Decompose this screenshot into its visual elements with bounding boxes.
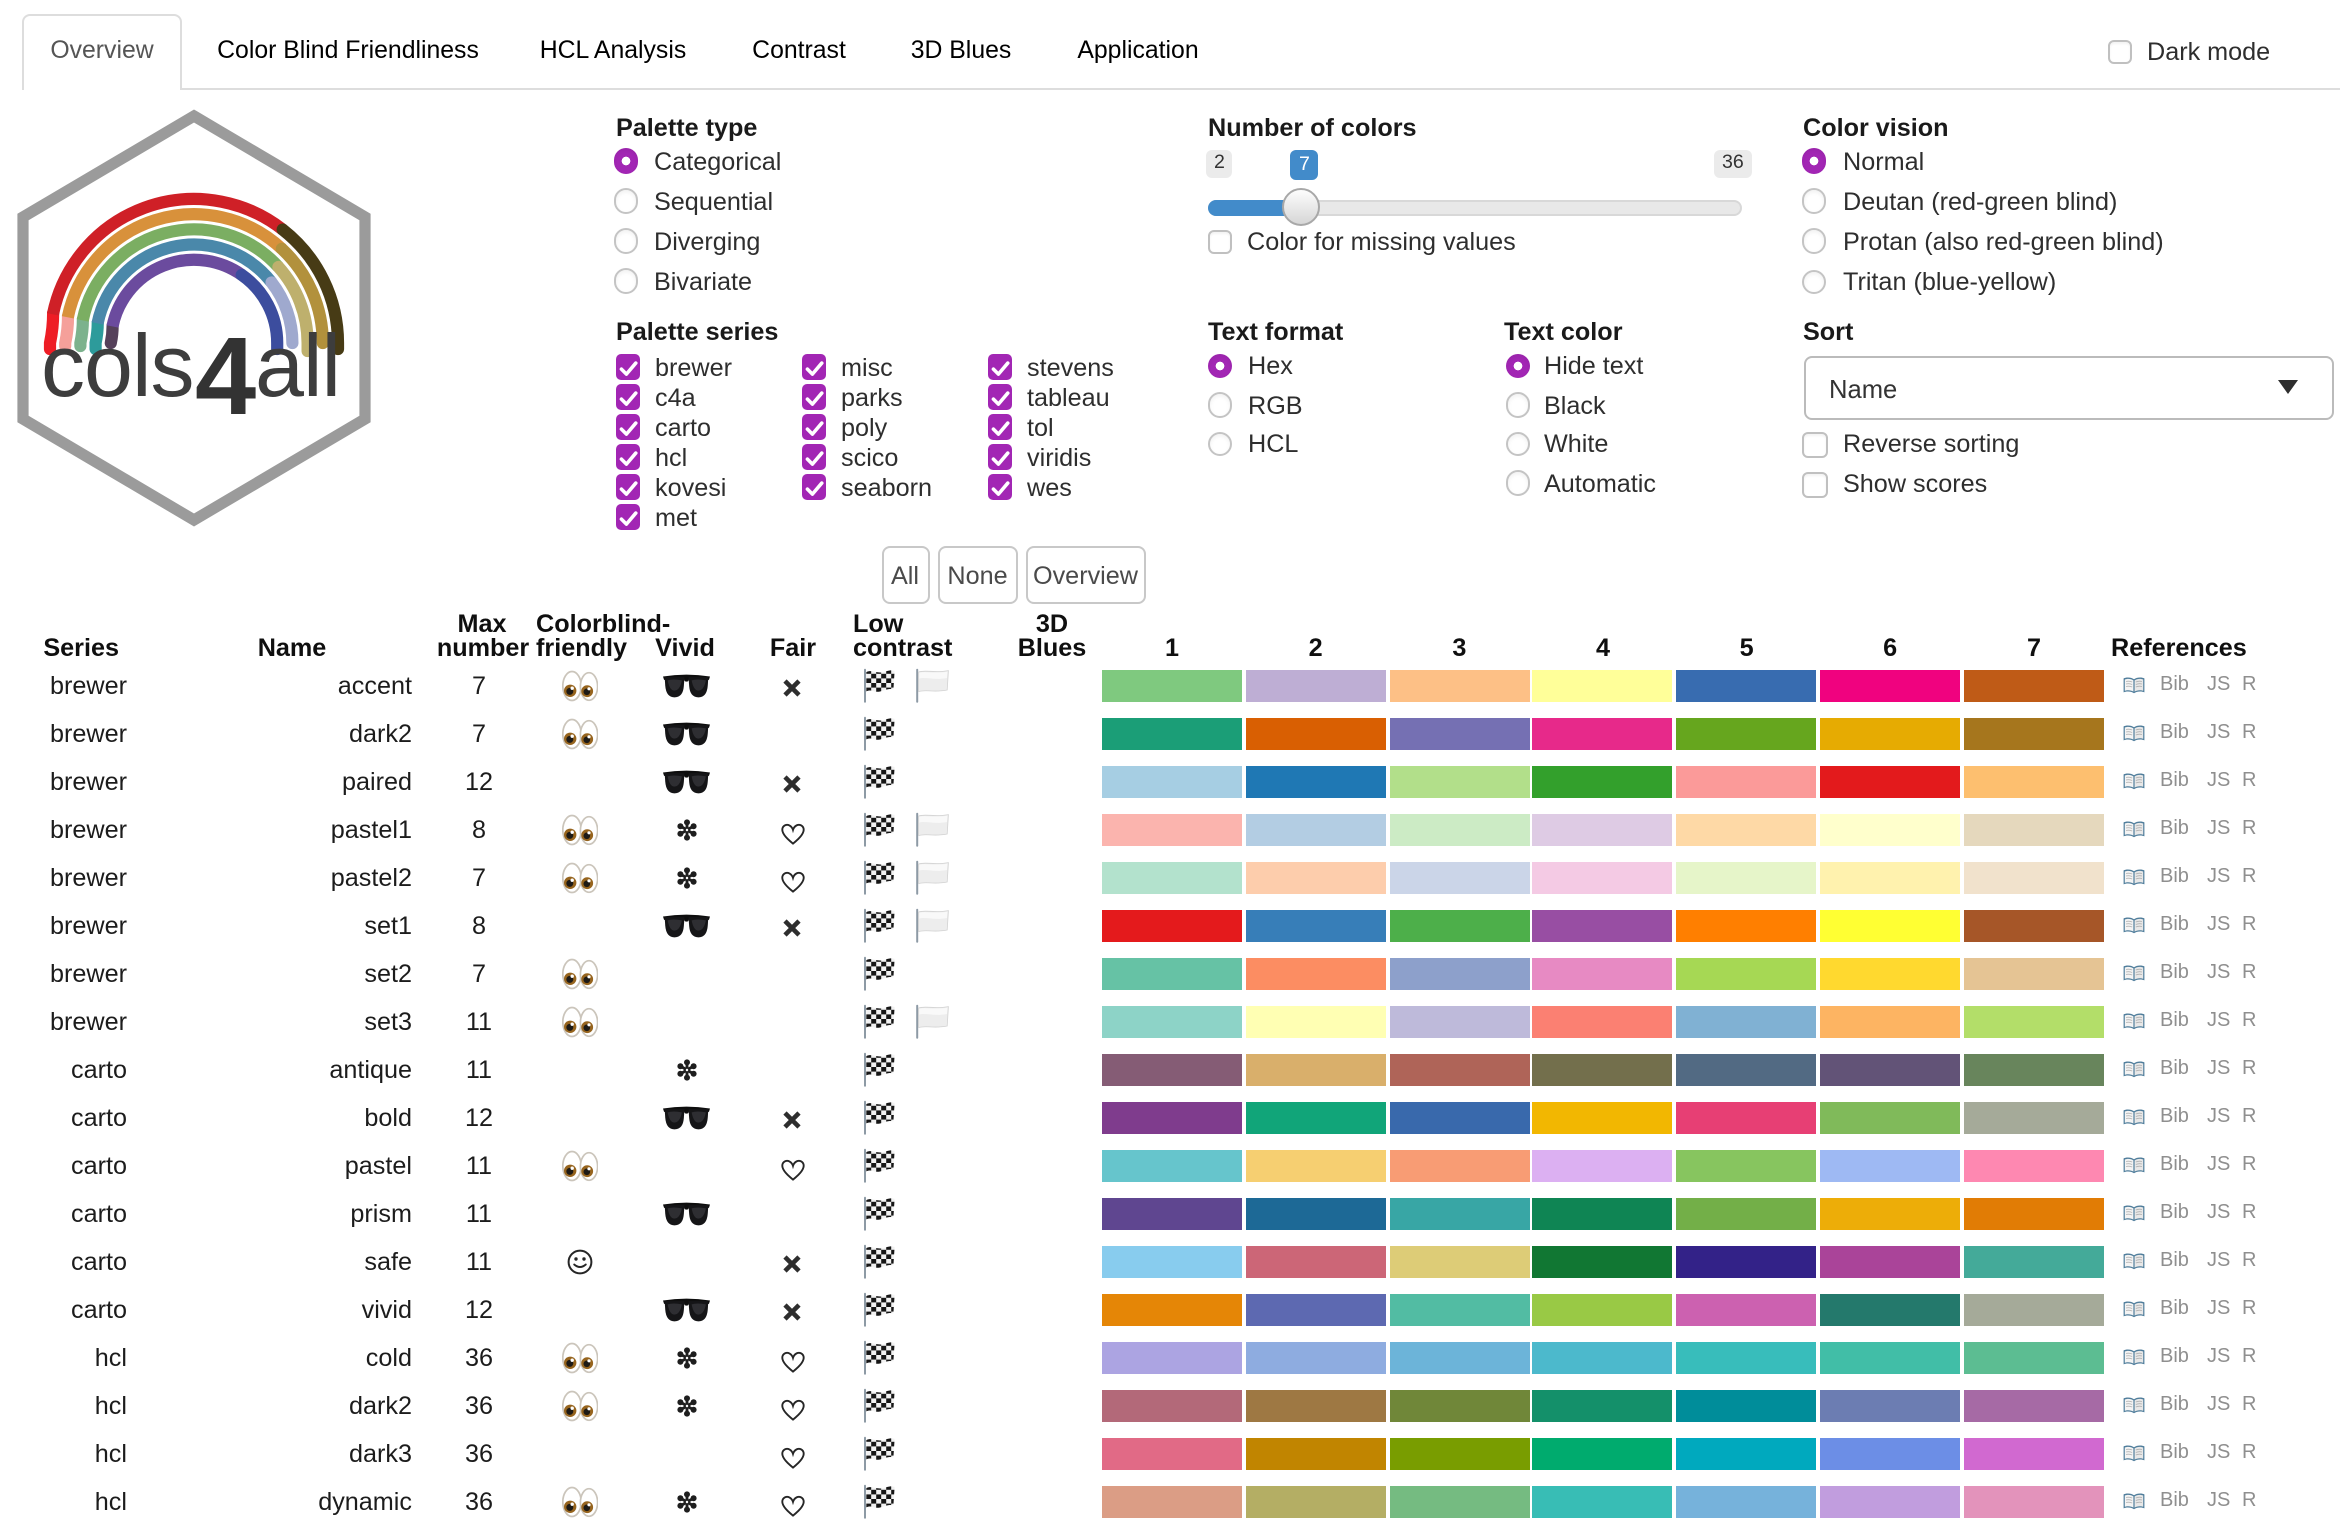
svg-text:all: all [255,316,340,415]
svg-text:4: 4 [195,315,256,438]
svg-text:cols: cols [41,316,194,415]
